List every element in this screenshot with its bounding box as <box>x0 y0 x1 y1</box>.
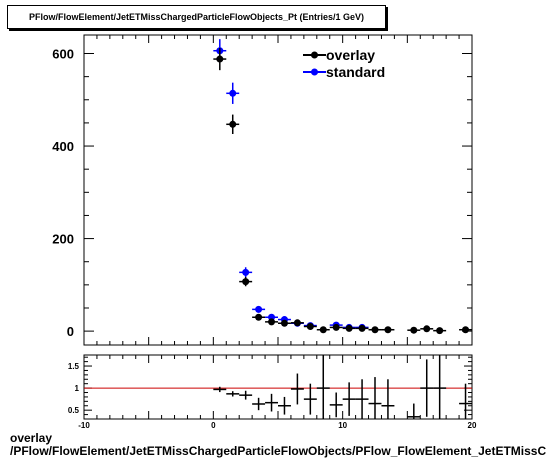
main-plot-series <box>213 39 472 335</box>
main-y-tick-label: 400 <box>52 139 74 154</box>
main-plot-axes: 0 200 400 600 <box>52 35 473 345</box>
overlay-point <box>293 319 301 327</box>
overlay-point <box>332 323 340 331</box>
overlay-point <box>436 327 444 335</box>
ratio-y-tick-label: 0.5 <box>68 406 80 415</box>
main-plot-frame <box>83 34 473 346</box>
overlay-point <box>242 278 250 286</box>
overlay-point <box>268 318 276 326</box>
main-y-tick-label: 0 <box>67 324 74 339</box>
ratio-x-tick-label: 20 <box>468 421 477 430</box>
overlay-point <box>423 325 431 333</box>
main-y-tick-label: 200 <box>52 232 74 247</box>
overlay-point <box>371 326 379 334</box>
footer-line-1: overlay <box>10 432 53 445</box>
overlay-point <box>229 120 237 128</box>
standard-point <box>255 305 263 313</box>
footer-line-2: /PFlow/FlowElement/JetETMissChargedParti… <box>10 444 546 458</box>
ratio-plot-axes: 0.5 1 1.5 -10 0 10 20 <box>68 355 477 430</box>
legend-standard-label: standard <box>326 64 385 80</box>
legend: overlay standard <box>303 47 385 80</box>
ratio-y-tick-label: 1 <box>75 384 80 393</box>
overlay-point <box>384 326 392 334</box>
overlay-point <box>306 322 314 330</box>
overlay-point <box>280 319 288 327</box>
standard-point <box>229 89 237 97</box>
overlay-point <box>216 55 224 63</box>
ratio-x-tick-label: 10 <box>338 421 347 430</box>
footer-caption: overlay /PFlow/FlowElement/JetETMissChar… <box>10 432 546 458</box>
overlay-point <box>319 326 327 334</box>
ratio-x-tick-label: 0 <box>211 421 216 430</box>
ratio-y-tick-label: 1.5 <box>68 362 80 371</box>
ratio-x-tick-label: -10 <box>78 421 90 430</box>
legend-standard-marker <box>311 68 318 76</box>
overlay-point <box>462 326 470 334</box>
legend-overlay-label: overlay <box>326 47 375 63</box>
overlay-point <box>255 313 263 321</box>
ratio-plot-series <box>213 355 472 419</box>
plot-title: PFlow/FlowElement/JetETMissChargedPartic… <box>7 5 386 29</box>
main-plot-border <box>83 34 473 346</box>
main-y-tick-label: 600 <box>52 47 74 62</box>
overlay-point <box>345 324 353 332</box>
overlay-point <box>358 324 366 332</box>
standard-point <box>242 268 250 276</box>
overlay-point <box>410 326 418 334</box>
legend-overlay-marker <box>311 51 318 59</box>
